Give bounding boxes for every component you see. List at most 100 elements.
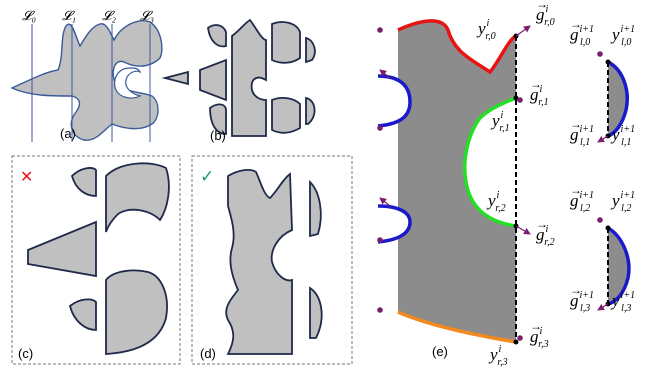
- panel-d: ✓ (d): [191, 155, 353, 365]
- label-g-l3: gi+1 l,3 →: [570, 283, 594, 314]
- panel-a-hole: [113, 67, 142, 99]
- svg-text:yi+1l,1: yi+1 l,1: [610, 124, 635, 148]
- svg-text:yir,3: yi r,3: [488, 344, 508, 368]
- check-mark-icon: ✓: [200, 167, 214, 187]
- panel-d-label: (d): [200, 346, 216, 361]
- panel-d-piece-top: [309, 179, 322, 238]
- label-L3: 𝓛₃: [140, 8, 154, 23]
- left-dot-2: [377, 125, 383, 131]
- svg-text:gir,1: gi r,1: [530, 84, 549, 108]
- svg-text:→: →: [536, 0, 548, 11]
- label-g-l1: gi+1 l,1 →: [570, 117, 594, 148]
- panel-d-piece-bottom: [309, 286, 323, 339]
- vector-g-r2: [515, 225, 531, 235]
- panel-c-frame: [11, 155, 181, 365]
- panel-d-frame: [191, 155, 353, 365]
- svg-text:gi+1l,3: gi+1 l,3: [570, 290, 594, 314]
- label-g-r1: gi r,1 →: [530, 77, 549, 108]
- svg-text:gir,3: gi r,3: [530, 326, 549, 350]
- svg-text:→: →: [570, 283, 582, 297]
- point-y-r1: [513, 95, 519, 101]
- label-g-r2: gi r,2 →: [536, 217, 555, 248]
- dot-g-l2: [597, 217, 603, 223]
- panel-b-piece-8: [305, 36, 316, 64]
- point-y-r3: [513, 339, 519, 345]
- svg-text:→: →: [570, 17, 582, 31]
- vector-g-l3: [597, 303, 609, 311]
- svg-text:→: →: [530, 319, 542, 333]
- svg-text:gir,0: gi r,0: [536, 4, 555, 28]
- panel-b-piece-5: [231, 18, 267, 137]
- panel-d-main-piece: [225, 169, 293, 355]
- label-y-l0: yi+1 l,0: [610, 24, 635, 48]
- dot-g-r3: [517, 335, 523, 341]
- label-g-r0: gi r,0 →: [536, 0, 555, 28]
- panel-c: ✕ (c): [11, 155, 181, 365]
- cross-mark-icon: ✕: [20, 167, 33, 186]
- panel-e-label: (e): [432, 344, 448, 359]
- label-y-r2: yi r,2: [486, 190, 506, 214]
- svg-text:→: →: [530, 77, 542, 91]
- panel-b-piece-2: [199, 58, 227, 102]
- panel-b-piece-7: [271, 97, 301, 134]
- label-L0: 𝓛₀: [22, 8, 36, 23]
- label-y-l3: yi+1 l,3: [610, 290, 635, 314]
- panel-e: yi r,0 yi r,1 yi r,2 yi r,3 gi r,0 → gi r,1 → …: [377, 0, 555, 368]
- red-boundary-curve: [397, 19, 518, 75]
- svg-text:gi+1l,1: gi+1 l,1: [570, 124, 594, 148]
- panel-a-shape: [10, 20, 163, 141]
- label-y-l1: yi+1 l,1: [610, 124, 635, 148]
- left-arrow-2: [379, 197, 391, 207]
- label-y-l2: yi+1 l,2: [610, 190, 635, 214]
- left-dot-3: [377, 237, 383, 243]
- panel-a-label: (a): [60, 126, 76, 141]
- panel-c-piece-top-left: [70, 167, 97, 197]
- panel-e-next-pieces: gi+1 l,0 → gi+1 l,1 → gi+1 l,2 → gi+1 l,3 → …: [570, 17, 635, 314]
- svg-text:yir,1: yi r,1: [490, 110, 510, 134]
- blue-notch-lower: [377, 204, 412, 244]
- panel-b-piece-4: [209, 103, 227, 135]
- label-L1: 𝓛₁: [62, 8, 76, 23]
- label-L2: 𝓛₂: [102, 8, 116, 23]
- panel-c-piece-trapezoid: [27, 220, 97, 278]
- left-dot-1: [377, 27, 383, 33]
- dot-g-l0: [597, 51, 603, 57]
- label-y-r3: yi r,3: [488, 344, 508, 368]
- panel-b-piece-6: [271, 21, 301, 64]
- label-g-r3: gi r,3 →: [530, 319, 549, 350]
- panel-e-region: [398, 20, 516, 342]
- svg-text:→: →: [536, 217, 548, 231]
- panel-c-piece-top-right: [105, 162, 170, 233]
- panel-b-piece-9: [305, 96, 316, 125]
- left-arrow-1: [379, 69, 391, 79]
- label-g-l2: gi+1 l,2 →: [570, 183, 594, 214]
- panel-b-piece-3: [207, 24, 227, 48]
- svg-text:→: →: [570, 183, 582, 197]
- panel-b: (b): [161, 18, 316, 143]
- svg-text:yi+1l,2: yi+1 l,2: [610, 190, 635, 214]
- left-dot-4: [377, 307, 383, 313]
- panel-c-piece-bottom-right: [105, 269, 168, 355]
- svg-text:yi+1l,0: yi+1 l,0: [610, 24, 635, 48]
- panel-a: 𝓛₀ 𝓛₁ 𝓛₂ 𝓛₃ (a): [10, 8, 163, 142]
- svg-text:→: →: [570, 117, 582, 131]
- label-y-r0: yi r,0: [476, 18, 496, 42]
- svg-text:gi+1l,0: gi+1 l,0: [570, 24, 594, 48]
- svg-text:yi+1l,3: yi+1 l,3: [610, 290, 635, 314]
- svg-text:yir,0: yi r,0: [476, 18, 496, 42]
- vector-g-r0: [515, 25, 531, 37]
- svg-text:gi+1l,2: gi+1 l,2: [570, 190, 594, 214]
- blue-notch-upper: [377, 74, 412, 128]
- panel-b-piece-1: [161, 70, 189, 86]
- panel-c-label: (c): [18, 346, 33, 361]
- label-y-r1: yi r,1: [490, 110, 510, 134]
- orange-boundary-curve: [397, 310, 517, 344]
- svg-text:gir,2: gi r,2: [536, 224, 555, 248]
- vector-g-l1: [597, 135, 609, 143]
- dot-g-r1: [517, 97, 523, 103]
- panel-b-label: (b): [210, 128, 226, 143]
- green-boundary-curve: [463, 96, 517, 228]
- label-g-l0: gi+1 l,0 →: [570, 17, 594, 48]
- panel-c-piece-bottom-left: [68, 298, 97, 331]
